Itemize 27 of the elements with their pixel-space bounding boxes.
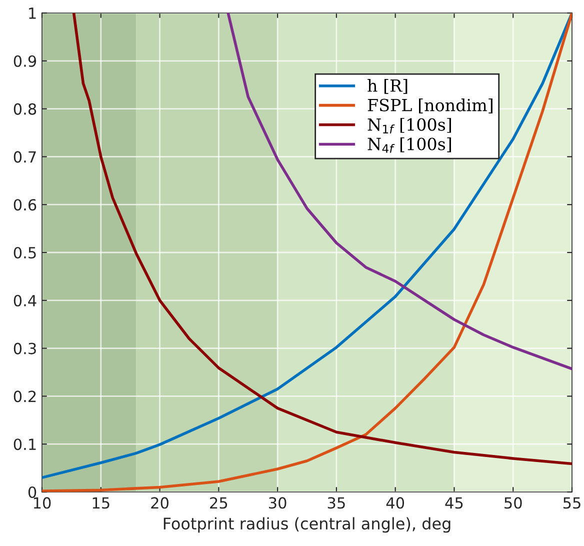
y-tick-label: 0.5 — [14, 246, 36, 259]
x-tick-label: 15 — [92, 497, 110, 509]
x-axis-title: Footprint radius (central angle), deg — [164, 517, 450, 533]
x-tick-label: 35 — [328, 497, 345, 509]
x-tick-label: 30 — [269, 497, 286, 509]
y-tick-label: 0.6 — [14, 199, 36, 211]
y-tick-label: 0.1 — [14, 438, 36, 450]
y-tick-label: 0.4 — [14, 294, 36, 306]
x-tick-label: 40 — [386, 497, 404, 509]
y-tick-label: 0.7 — [14, 151, 36, 163]
y-tick-label: 0.9 — [14, 55, 36, 67]
y-tick-label: 1 — [29, 8, 36, 19]
legend-label: h [R] — [368, 79, 408, 94]
x-tick-label: 55 — [563, 497, 580, 509]
y-tick-label: 0.2 — [14, 390, 36, 402]
x-tick-label: 10 — [34, 497, 51, 509]
x-tick-label: 25 — [210, 497, 228, 509]
x-tick-label: 20 — [151, 497, 168, 509]
y-tick-label: 0.8 — [14, 103, 36, 115]
legend-label: N$_{4f}$ [100s] — [368, 137, 451, 153]
line-series — [226, 13, 572, 370]
legend-label: N$_{1f}$ [100s] — [368, 118, 451, 134]
x-tick-label: 50 — [504, 497, 522, 509]
y-tick-label: 0.3 — [14, 342, 36, 354]
x-tick-label: 45 — [445, 497, 463, 509]
legend-label: FSPL [nondim] — [368, 98, 492, 114]
y-tick-label: 0 — [28, 486, 36, 498]
